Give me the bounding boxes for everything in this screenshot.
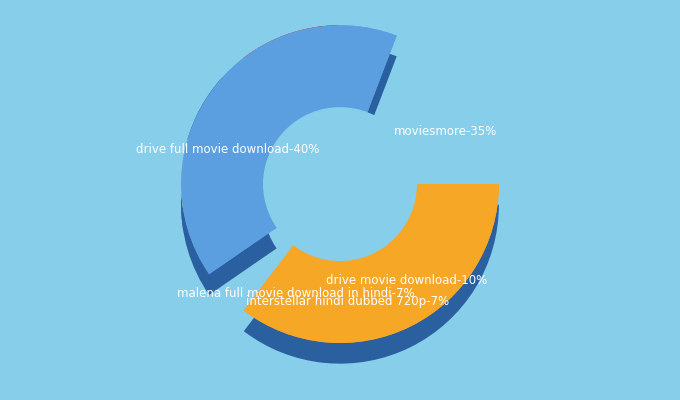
Wedge shape [181, 46, 396, 295]
Text: malena full movie download in hindi-7%: malena full movie download in hindi-7% [177, 287, 415, 300]
Wedge shape [188, 78, 283, 163]
Wedge shape [243, 184, 499, 343]
Wedge shape [243, 205, 499, 364]
Text: interstellar hindi dubbed 720p-7%: interstellar hindi dubbed 720p-7% [246, 295, 449, 308]
Wedge shape [188, 99, 283, 183]
Wedge shape [243, 25, 339, 124]
Wedge shape [243, 46, 339, 144]
Wedge shape [181, 139, 267, 209]
Text: drive movie download-10%: drive movie download-10% [326, 274, 488, 288]
Circle shape [264, 108, 416, 260]
Wedge shape [243, 25, 339, 124]
Text: moviesmore-35%: moviesmore-35% [394, 125, 497, 138]
Wedge shape [181, 139, 267, 209]
Circle shape [264, 128, 416, 281]
Wedge shape [181, 160, 267, 230]
Wedge shape [181, 25, 396, 274]
Text: drive full movie download-40%: drive full movie download-40% [136, 143, 320, 156]
Wedge shape [243, 184, 499, 343]
Wedge shape [181, 25, 396, 274]
Wedge shape [188, 78, 283, 163]
